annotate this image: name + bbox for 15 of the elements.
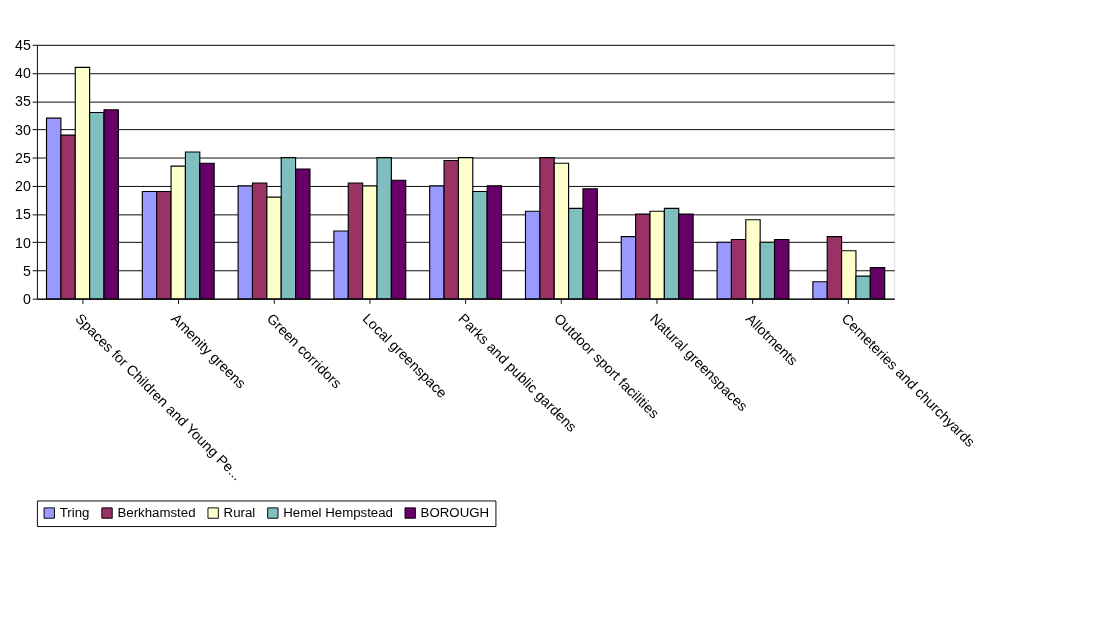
- y-tick-label: 15: [15, 206, 31, 223]
- legend-label: Berkhamsted: [117, 504, 196, 520]
- y-tick-label: 25: [15, 149, 31, 166]
- y-tick-label: 45: [15, 37, 31, 54]
- y-tick-label: 5: [22, 262, 31, 279]
- y-tick-label: 10: [15, 234, 31, 251]
- y-tick-label: 0: [22, 290, 31, 307]
- y-tick-label: 20: [15, 178, 31, 195]
- y-tick-label: 40: [15, 65, 31, 82]
- legend-label: BOROUGH: [420, 504, 490, 520]
- legend-label: Hemel Hempstead: [283, 504, 393, 520]
- y-tick-label: 30: [15, 121, 31, 138]
- y-tick-label: 35: [15, 93, 31, 110]
- legend-label: Tring: [59, 504, 90, 520]
- legend-label: Rural: [223, 504, 256, 520]
